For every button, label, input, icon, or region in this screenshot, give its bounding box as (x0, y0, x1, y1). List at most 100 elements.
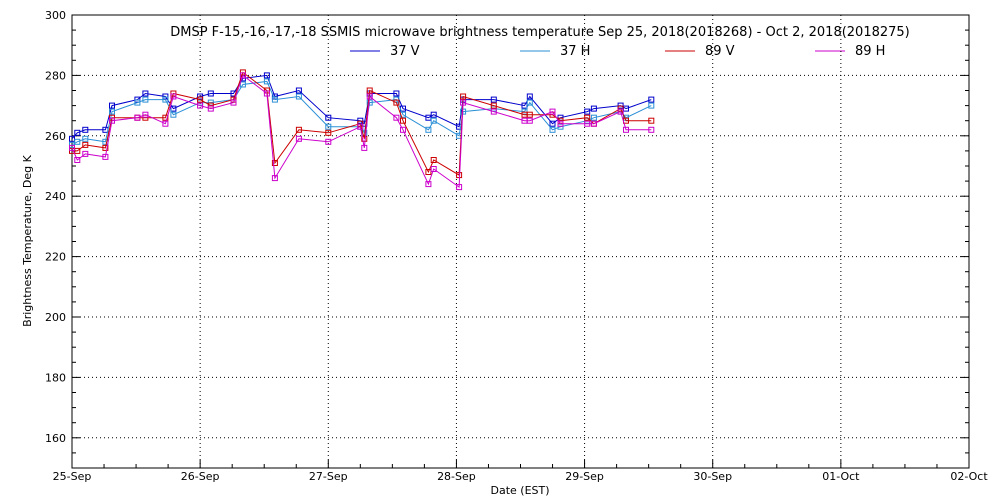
y-tick-label: 180 (45, 371, 66, 384)
y-tick-label: 240 (45, 190, 66, 203)
data-point-37-h (430, 117, 437, 124)
data-point-89-h (142, 111, 149, 118)
data-point-89-h (263, 90, 270, 97)
data-point-89-v (460, 93, 467, 100)
data-point-89-h (74, 157, 81, 163)
data-point-37-v (109, 102, 115, 109)
data-point-89-h (69, 144, 75, 151)
legend-label-89-v: 89 V (705, 44, 735, 59)
x-tick-label: 25-Sep (53, 470, 92, 483)
data-point-37-h (549, 126, 556, 133)
x-tick-label: 29-Sep (565, 470, 604, 483)
plot-frame (71, 14, 970, 469)
data-point-37-v (526, 93, 533, 100)
data-point-37-h (239, 81, 246, 88)
data-point-37-h (170, 111, 177, 118)
data-point-89-h (361, 144, 368, 151)
data-point-37-v (142, 90, 149, 97)
data-point-89-v (197, 96, 204, 103)
series-group (69, 69, 655, 191)
data-point-37-v (393, 90, 400, 97)
data-point-89-h (197, 102, 204, 109)
data-point-37-h (295, 93, 302, 100)
data-point-37-v (648, 96, 655, 103)
data-point-37-v (295, 87, 302, 94)
data-point-37-h (521, 108, 528, 115)
data-point-89-v (102, 144, 109, 151)
data-point-89-h (400, 126, 406, 133)
data-point-89-h (590, 120, 597, 127)
data-point-37-h (648, 102, 655, 109)
data-point-89-v (526, 111, 533, 118)
data-point-89-v (393, 99, 400, 106)
axis-ticks: 160 180 200 220 240 260 280 300 25-Sep 26-Sep 27-S… (45, 9, 988, 483)
data-point-89-v (295, 126, 302, 133)
data-point-89-h (170, 93, 177, 100)
data-point-89-v (271, 160, 278, 166)
x-axis-label: Date (EST) (490, 484, 549, 497)
data-point-89-h (82, 150, 89, 157)
data-point-89-v (584, 114, 591, 121)
data-point-37-h (162, 96, 169, 103)
data-point-37-h (325, 123, 332, 130)
data-point-37-h (526, 99, 533, 106)
data-point-89-h (162, 120, 169, 127)
y-axis-label: Brightness Temperature, Deg K (21, 154, 34, 326)
data-point-89-h (456, 184, 463, 191)
data-point-89-h (490, 108, 497, 115)
data-point-89-v (162, 114, 169, 121)
data-point-89-h (102, 153, 109, 160)
x-tick-label: 28-Sep (437, 470, 476, 483)
x-tick-label: 01-Oct (822, 470, 860, 483)
data-point-89-v (490, 102, 497, 109)
data-point-89-h (549, 108, 556, 115)
x-tick-label: 26-Sep (181, 470, 220, 483)
data-point-89-v (325, 129, 332, 136)
data-point-37-h (590, 114, 597, 121)
data-point-37-v (584, 108, 591, 115)
data-point-89-h (239, 72, 246, 79)
grid (72, 15, 969, 468)
data-point-89-h (295, 135, 302, 142)
data-point-89-h (134, 114, 141, 121)
x-tick-label: 02-Oct (950, 470, 988, 483)
data-point-89-v (648, 117, 655, 124)
data-point-37-v (263, 72, 270, 79)
data-point-89-h (366, 93, 373, 100)
series-line-89-h (71, 74, 652, 189)
y-tick-label: 160 (45, 432, 66, 445)
data-point-37-v (207, 90, 214, 97)
legend-label-37-v: 37 V (390, 44, 420, 59)
data-point-89-h (109, 117, 115, 124)
y-tick-label: 200 (45, 311, 66, 324)
data-point-89-v (430, 157, 437, 163)
data-point-89-h (393, 114, 400, 121)
data-point-89-v (400, 117, 406, 124)
data-point-37-h (134, 99, 141, 106)
data-point-37-v (162, 93, 169, 100)
data-point-37-v (82, 126, 89, 133)
data-point-37-v (490, 96, 497, 103)
data-point-89-h (648, 126, 655, 133)
data-point-37-v (170, 105, 177, 112)
data-point-89-v (82, 141, 89, 148)
data-point-89-h (584, 120, 591, 127)
data-point-89-h (557, 120, 564, 127)
data-point-37-h (109, 108, 115, 115)
x-tick-label: 30-Sep (693, 470, 732, 483)
x-tick-label: 27-Sep (309, 470, 348, 483)
legend-label-37-h: 37 H (560, 44, 590, 59)
data-point-89-h (357, 123, 364, 130)
data-point-89-h (526, 117, 533, 124)
data-point-89-h (271, 175, 278, 182)
legend-label-89-h: 89 H (855, 44, 885, 59)
data-point-37-h (263, 78, 270, 85)
data-point-37-v (430, 111, 437, 118)
data-point-89-h (617, 108, 624, 115)
y-tick-label: 220 (45, 251, 66, 264)
data-point-37-v (549, 120, 556, 127)
y-tick-label: 300 (45, 9, 66, 22)
data-point-89-v (361, 135, 368, 142)
data-point-37-h (271, 96, 278, 103)
